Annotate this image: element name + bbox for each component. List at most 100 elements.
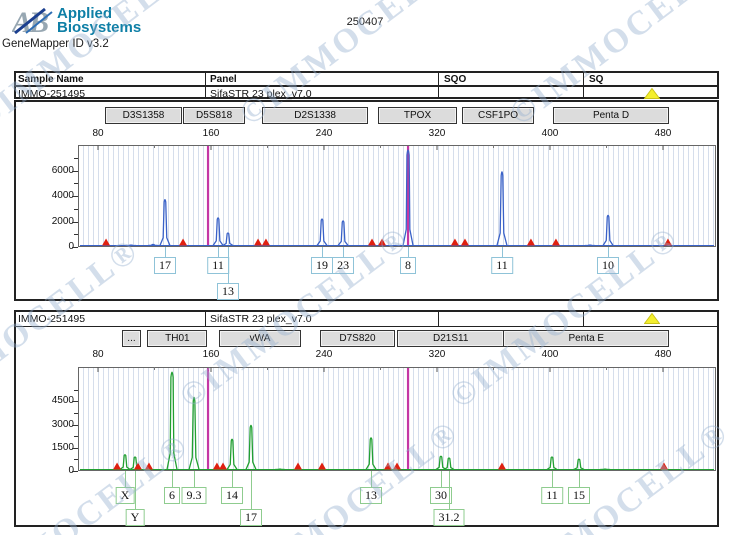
peak — [166, 371, 178, 470]
allele-leader-line — [371, 471, 373, 487]
off-ladder-triangle-icon — [294, 462, 303, 470]
peak — [546, 456, 558, 471]
allele-label[interactable]: 17 — [239, 509, 262, 526]
allele-label[interactable]: 6 — [164, 487, 180, 504]
marker-box-tpox: TPOX — [377, 107, 458, 124]
x-tick-label: 160 — [202, 349, 220, 360]
peak — [129, 456, 141, 471]
off-ladder-triangle-icon — [212, 462, 221, 470]
marker-box-d3s1358: D3S1358 — [105, 107, 182, 124]
allele-label[interactable]: 13 — [360, 487, 383, 504]
allele-label[interactable]: 23 — [332, 257, 355, 274]
y-tick-label: 0 — [40, 241, 74, 252]
allele-label[interactable]: 8 — [400, 257, 417, 274]
allele-label[interactable]: 17 — [153, 257, 176, 274]
allele-leader-line — [501, 247, 503, 257]
svg-text:A: A — [12, 6, 32, 36]
off-ladder-triangle-icon — [133, 462, 142, 470]
x-tick-label: 480 — [654, 128, 672, 139]
y-major-tick — [72, 247, 78, 248]
off-ladder-triangle-icon — [378, 238, 387, 246]
trace-layer — [80, 145, 714, 247]
allele-label[interactable]: 11 — [541, 487, 563, 504]
svg-text:B: B — [28, 6, 49, 36]
y-major-tick — [72, 424, 78, 426]
y-minor-tick — [74, 208, 78, 210]
allele-leader-line — [172, 471, 173, 487]
allele-label[interactable]: 11 — [491, 257, 513, 274]
allele-leader-line — [218, 247, 220, 257]
off-ladder-triangle-icon — [659, 462, 668, 470]
peak — [212, 217, 224, 246]
marker-box-d2s1338: D2S1338 — [261, 107, 369, 124]
y-tick-label: 6000 — [51, 164, 74, 176]
table-col-divider-3 — [583, 71, 584, 99]
marker-box-d5s818: D5S818 — [182, 107, 246, 124]
allele-label[interactable]: 15 — [567, 487, 590, 504]
y-minor-tick — [74, 412, 78, 414]
allele-label[interactable]: 14 — [221, 487, 244, 504]
allele-leader-line — [408, 247, 410, 257]
col-header-panel: Panel — [210, 74, 237, 85]
allele-leader-line — [250, 471, 252, 509]
allele-leader-line — [227, 247, 229, 283]
allele-label[interactable]: Y — [125, 509, 145, 526]
x-tick-label: 400 — [541, 128, 559, 139]
y-minor-tick — [74, 459, 78, 461]
y-minor-tick — [74, 436, 78, 438]
allele-label[interactable]: 10 — [597, 257, 620, 274]
ab-monogram-icon: A B — [12, 6, 53, 36]
panel-cell-2: SifaSTR 23 plex_v7.0 — [210, 313, 312, 325]
peak — [316, 218, 328, 246]
off-ladder-triangle-icon — [460, 238, 469, 246]
y-tick-label: 3000 — [51, 418, 74, 430]
allele-leader-line — [343, 247, 345, 257]
y-tick-label: 1500 — [51, 441, 74, 453]
x-tick-label: 320 — [428, 128, 446, 139]
sample-name-cell: IMMO-251495 — [18, 88, 86, 100]
peak — [496, 171, 508, 246]
marker-box-pentad: Penta D — [552, 107, 670, 124]
allele-label[interactable]: 30 — [429, 487, 452, 504]
allele-label[interactable]: X — [115, 487, 135, 504]
panel-cell: SifaSTR 23 plex_v7.0 — [210, 88, 312, 100]
table-col-divider-1 — [205, 71, 206, 99]
allele-leader-line — [608, 247, 610, 257]
allele-leader-line — [194, 471, 196, 487]
plot-area[interactable] — [78, 367, 716, 471]
allele-label[interactable]: 9.3 — [181, 487, 207, 504]
trace-layer — [80, 367, 714, 471]
peak — [245, 424, 257, 470]
sample-row-1[interactable]: IMMO-251495 SifaSTR 23 plex_v7.0 — [14, 86, 719, 100]
y-major-tick — [72, 221, 78, 223]
off-ladder-triangle-icon — [254, 238, 263, 246]
off-ladder-triangle-icon — [526, 238, 535, 246]
marker-box-: ... — [122, 330, 141, 347]
y-tick-label: 0 — [40, 465, 74, 476]
y-tick-label: 2000 — [51, 215, 74, 227]
applied-biosystems-logo: A B — [12, 6, 54, 36]
peak — [435, 455, 447, 471]
off-ladder-triangle-icon — [144, 462, 153, 470]
allele-label[interactable]: 11 — [207, 257, 229, 274]
y-major-tick — [72, 196, 78, 197]
sq-warning-triangle-icon — [644, 88, 660, 99]
allele-label[interactable]: 31.2 — [433, 509, 465, 526]
off-ladder-triangle-icon — [179, 238, 188, 246]
x-tick-label: 240 — [315, 128, 333, 139]
allele-label[interactable]: 19 — [311, 257, 334, 274]
allele-leader-line — [232, 471, 234, 487]
off-ladder-triangle-icon — [318, 462, 327, 470]
peak — [337, 220, 349, 246]
allele-label[interactable]: 13 — [216, 283, 239, 300]
y-minor-tick — [74, 389, 78, 391]
y-major-tick — [72, 447, 78, 449]
off-ladder-triangle-icon — [663, 238, 672, 246]
sample-row-2[interactable]: IMMO-251495 SifaSTR 23 plex_v7.0 — [14, 310, 719, 327]
off-ladder-triangle-icon — [261, 238, 270, 246]
off-ladder-triangle-icon — [383, 462, 392, 470]
allele-leader-line — [449, 471, 450, 509]
y-major-tick — [72, 170, 78, 172]
y-minor-tick — [74, 234, 78, 236]
